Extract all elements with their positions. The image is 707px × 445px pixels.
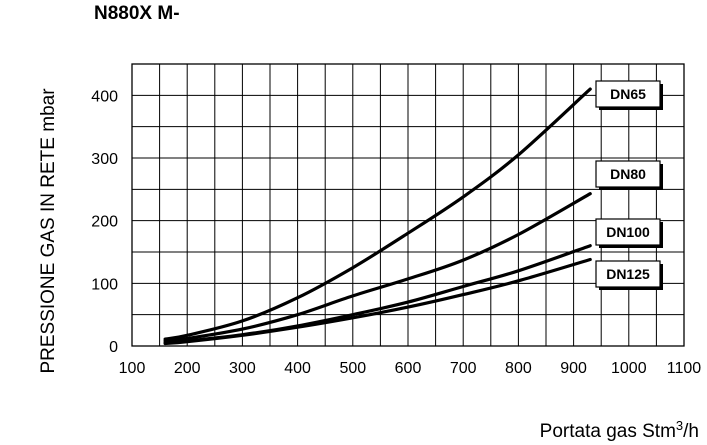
series-lines [163, 87, 592, 346]
x-tick-label: 800 [505, 360, 532, 377]
x-tick-label: 900 [560, 360, 587, 377]
x-axis-label-text: Portata gas Stm [539, 421, 676, 442]
x-tick-label: 500 [339, 360, 366, 377]
x-tick-label: 100 [119, 360, 146, 377]
series-line-dn80 [163, 192, 592, 343]
series-label-box [595, 218, 661, 246]
series-label-box [595, 80, 661, 108]
x-tick-label: 300 [229, 360, 256, 377]
x-tick-label: 700 [450, 360, 477, 377]
x-tick-label: 1100 [667, 360, 702, 377]
tick-labels: 100 200 300 400 500 600 700 800 900 1000 110001002… [91, 88, 701, 377]
y-tick-label: 200 [91, 214, 118, 231]
series-label-dn80: DN80 [595, 160, 663, 190]
x-tick-label: 200 [174, 360, 201, 377]
x-axis-label: Portata gas Stm3/h [540, 418, 699, 443]
series-label-text: DN80 [610, 166, 646, 182]
x-axis-label-superscript: 3 [675, 418, 684, 433]
series-labels: DN65 DN80 DN100 DN125 [595, 80, 663, 290]
series-label-dn125: DN125 [595, 260, 663, 290]
series-label-dn65: DN65 [595, 80, 663, 110]
y-tick-label: 100 [91, 276, 118, 293]
x-tick-label: 400 [284, 360, 311, 377]
chart-title: N880X M- [94, 3, 180, 24]
y-tick-label: 0 [109, 339, 118, 356]
plot-frame [131, 63, 685, 347]
y-tick-label: 400 [91, 88, 118, 105]
x-tick-label: 1000 [611, 360, 647, 377]
series-line-dn65 [163, 87, 592, 341]
series-label-box [595, 260, 661, 288]
series-line-dn125 [163, 257, 592, 346]
series-line-dn100 [163, 244, 592, 345]
series-label-dn100: DN100 [595, 218, 663, 248]
series-label-text: DN100 [606, 224, 650, 240]
grid [131, 63, 685, 347]
y-tick-label: 300 [91, 151, 118, 168]
x-tick-label: 600 [395, 360, 422, 377]
series-label-text: DN65 [610, 86, 646, 102]
series-label-box [595, 160, 661, 188]
series-label-text: DN125 [606, 266, 650, 282]
x-axis-label-suffix: /h [683, 421, 699, 442]
